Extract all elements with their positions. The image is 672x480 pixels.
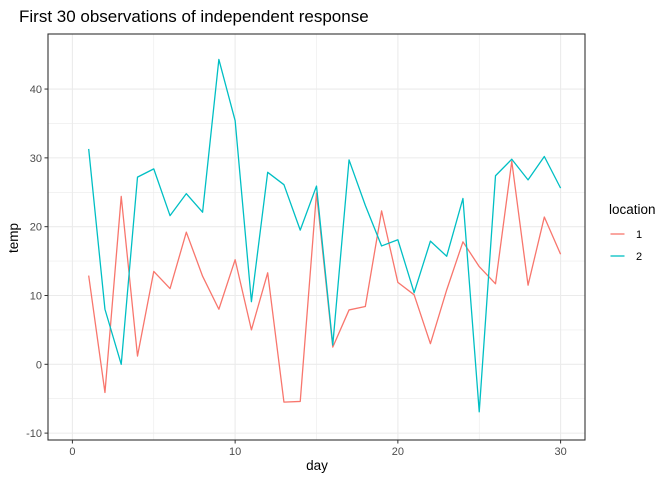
x-tick-label: 0 bbox=[69, 446, 75, 458]
chart-title: First 30 observations of independent res… bbox=[19, 7, 369, 26]
y-tick-label: 0 bbox=[36, 359, 42, 371]
y-axis: -10 0 10 20 30 40 bbox=[26, 84, 48, 440]
y-tick-label: 40 bbox=[30, 84, 42, 96]
series-line-location-2 bbox=[88, 58, 562, 413]
legend: location 1 2 bbox=[609, 202, 656, 264]
legend-label-location-1: 1 bbox=[636, 229, 642, 241]
series-layer bbox=[88, 58, 562, 413]
y-axis-title: temp bbox=[6, 223, 21, 253]
legend-label-location-2: 2 bbox=[636, 251, 642, 263]
y-tick-label: 10 bbox=[30, 290, 42, 302]
legend-title: location bbox=[609, 202, 656, 217]
x-tick-label: 10 bbox=[229, 446, 241, 458]
grid-minor bbox=[48, 34, 585, 440]
y-tick-label: -10 bbox=[26, 428, 42, 440]
x-tick-label: 30 bbox=[554, 446, 566, 458]
y-tick-label: 20 bbox=[30, 222, 42, 234]
x-axis-title: day bbox=[306, 458, 328, 473]
plot-area bbox=[47, 33, 586, 441]
y-tick-label: 30 bbox=[30, 153, 42, 165]
x-tick-label: 20 bbox=[392, 446, 404, 458]
x-axis: 0 10 20 30 bbox=[69, 440, 567, 458]
panel-border bbox=[47, 33, 586, 441]
grid-major bbox=[48, 34, 585, 440]
